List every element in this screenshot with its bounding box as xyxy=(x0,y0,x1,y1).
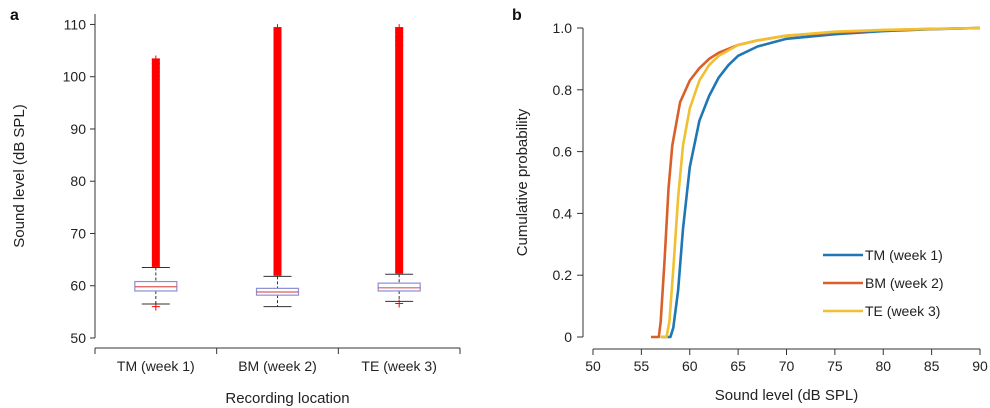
y-tick-label: 70 xyxy=(70,225,86,241)
y-tick-label: 0.2 xyxy=(553,267,573,283)
x-axis-label: Recording location xyxy=(225,390,349,407)
y-axis-label: Sound level (dB SPL) xyxy=(11,104,28,247)
x-tick-label: 60 xyxy=(682,358,698,374)
x-tick-label: 75 xyxy=(827,358,843,374)
x-tick-label: 70 xyxy=(779,358,795,374)
box xyxy=(377,282,421,292)
x-tick-label: 90 xyxy=(972,358,988,374)
y-tick-label: 50 xyxy=(70,330,86,346)
y-tick-label: 60 xyxy=(70,278,86,294)
panel-a-boxplot: 50 60 70 80 90 100 110 TM (week 1) BM (week 2) TE… xyxy=(11,14,461,407)
outlier-marker xyxy=(395,299,404,308)
x-tick-label: 85 xyxy=(924,358,940,374)
legend-label-2: BM (week 2) xyxy=(865,275,944,291)
y-tick-label: 1.0 xyxy=(553,20,573,36)
x-tick-label: BM (week 2) xyxy=(238,358,317,374)
y-tick-label: 0.8 xyxy=(553,82,573,98)
y-tick-label: 0 xyxy=(564,329,572,345)
y-tick-label: 100 xyxy=(63,69,87,85)
y-tick-label: 80 xyxy=(70,173,86,189)
x-tick-label: 65 xyxy=(730,358,746,374)
outlier-marker xyxy=(273,40,282,49)
outlier-band xyxy=(273,27,282,276)
panel-b-label: b xyxy=(512,7,522,24)
y-tick-label: 90 xyxy=(70,121,86,137)
y-axis-label: Cumulative probability xyxy=(514,108,531,256)
x-tick-label: TM (week 1) xyxy=(117,358,195,374)
outlier-band xyxy=(151,58,160,267)
outlier-marker xyxy=(151,72,160,81)
outlier-marker xyxy=(395,40,404,49)
y-tick-label: 110 xyxy=(64,16,87,32)
panel-b-cdf: 0 0.2 0.4 0.6 0.8 1.0 50 55 60 65 70 75 80 85 90 Sound … xyxy=(514,20,988,404)
series-line-1 xyxy=(660,26,981,339)
series-line-3 xyxy=(660,26,981,339)
outlier-band xyxy=(395,27,404,274)
panel-a-label: a xyxy=(10,7,19,24)
x-tick-label: 50 xyxy=(585,358,601,374)
y-tick-label: 0.4 xyxy=(553,205,573,221)
x-axis-label: Sound level (dB SPL) xyxy=(715,387,858,404)
legend-label-3: TE (week 3) xyxy=(865,303,940,319)
x-tick-label: 55 xyxy=(634,358,650,374)
legend-label-1: TM (week 1) xyxy=(865,247,943,263)
x-tick-label: 80 xyxy=(875,358,891,374)
y-tick-label: 0.6 xyxy=(553,144,573,160)
x-tick-label: TE (week 3) xyxy=(361,358,436,374)
